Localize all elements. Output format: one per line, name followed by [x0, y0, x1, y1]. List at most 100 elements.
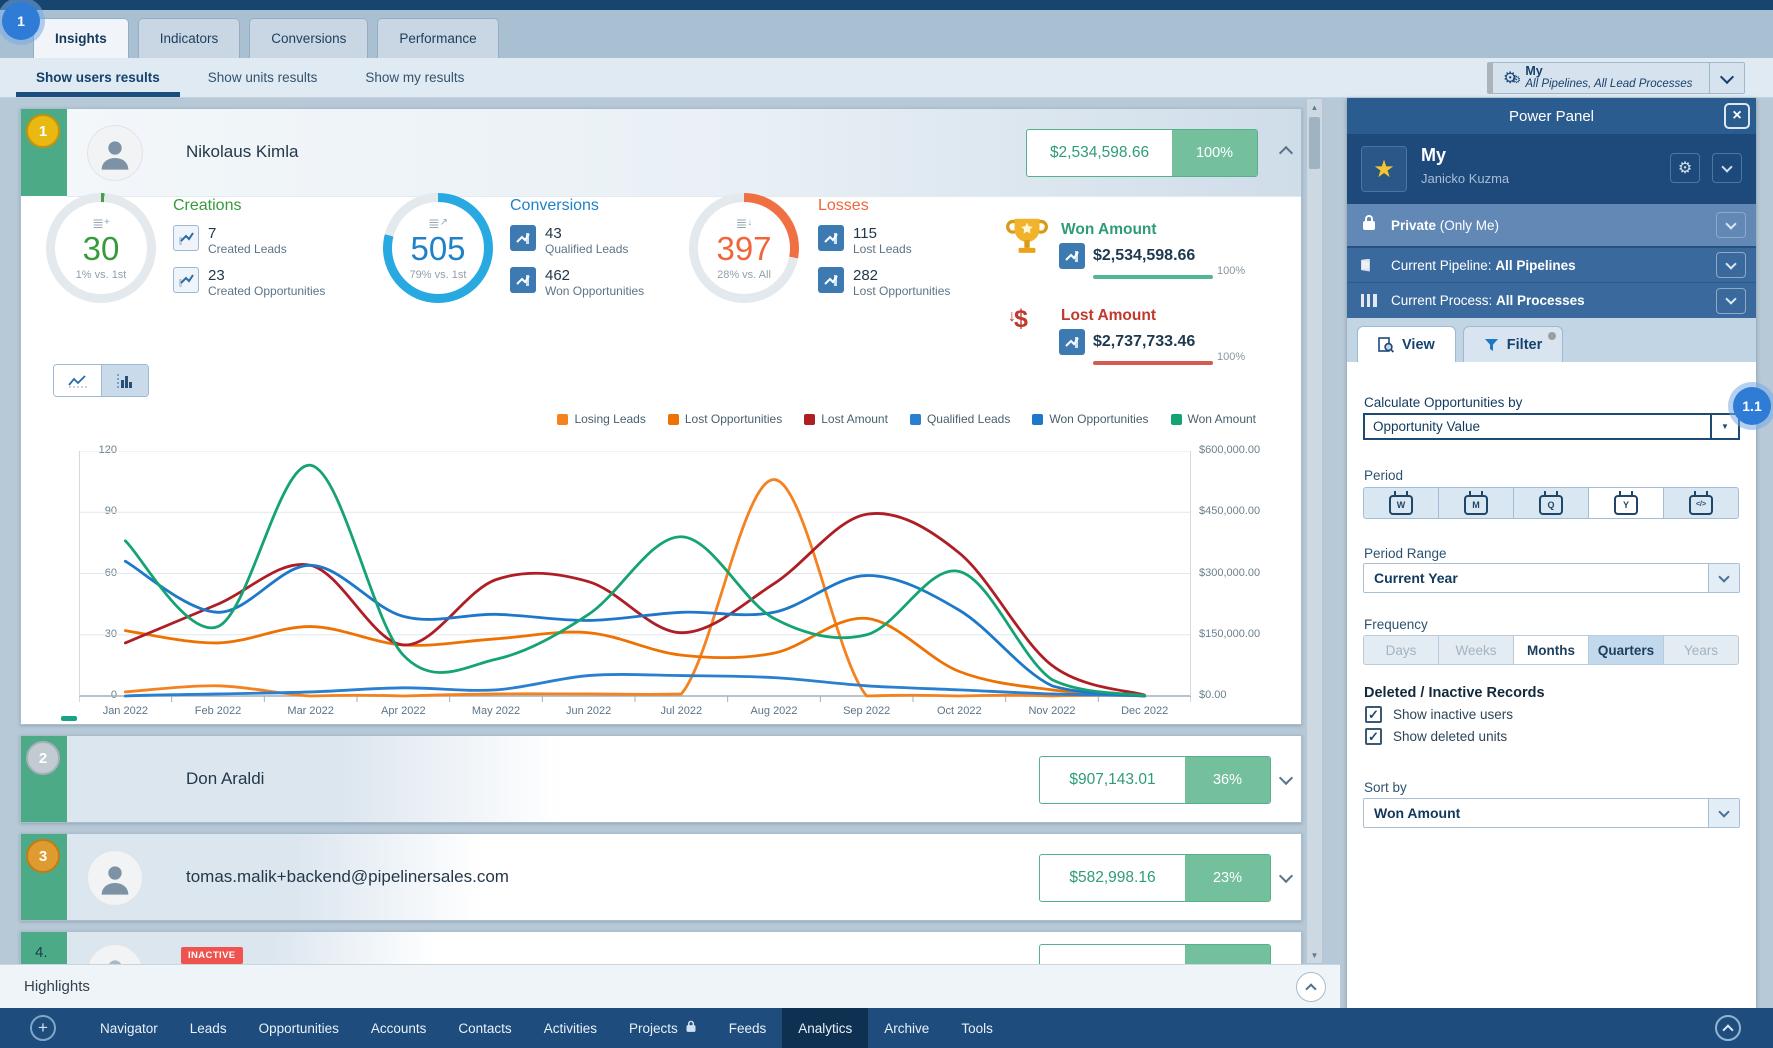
checkbox-show-inactive-users[interactable]: ✓ Show inactive users — [1365, 706, 1513, 723]
checkbox-label: Show deleted units — [1393, 729, 1508, 744]
collapse-card-button[interactable] — [1277, 142, 1295, 161]
tab-view[interactable]: View — [1357, 326, 1456, 362]
user-result-card-2[interactable]: 2 Don Araldi $907,143.01 36% — [20, 735, 1302, 823]
chevron-down-icon[interactable] — [1716, 287, 1746, 314]
user-result-card-1: 1 Nikolaus Kimla $2,534,598.66 100% ≣+ 3… — [20, 108, 1302, 725]
frequency-option-years[interactable]: Years — [1663, 635, 1739, 665]
collapse-highlights-button[interactable] — [1296, 972, 1326, 1002]
frequency-option-months[interactable]: Months — [1513, 635, 1589, 665]
period-button-W[interactable]: W — [1363, 487, 1439, 519]
won-amount-summary[interactable]: $582,998.16 23% — [1039, 854, 1271, 902]
privacy-row[interactable]: Private (Only Me) — [1347, 204, 1756, 248]
nav-item-navigator[interactable]: Navigator — [100, 1020, 158, 1036]
chevron-down-icon[interactable] — [1709, 63, 1744, 93]
bottom-navigation-bar: + Navigator Leads Opportunities Accounts Con… — [0, 1008, 1773, 1048]
sort-by-label: Sort by — [1364, 780, 1407, 795]
checkbox-box[interactable]: ✓ — [1365, 728, 1382, 745]
legend-item-lost-amount[interactable]: Lost Amount — [804, 412, 888, 426]
selected-value: Won Amount — [1374, 805, 1461, 821]
chevron-down-icon[interactable] — [1712, 153, 1742, 183]
gear-icon[interactable]: ⚙ — [1670, 153, 1700, 183]
nav-item-leads[interactable]: Leads — [189, 1020, 227, 1036]
creations-compare: 1% vs. 1st — [75, 268, 127, 281]
tab-insights[interactable]: Insights — [33, 18, 129, 58]
legend-item-qualified-leads[interactable]: Qualified Leads — [909, 412, 1010, 426]
checkbox-box[interactable]: ✓ — [1365, 706, 1382, 723]
legend-item-won-amount[interactable]: Won Amount — [1170, 412, 1256, 426]
nav-item-analytics[interactable]: Analytics — [782, 1008, 869, 1048]
current-process-row[interactable]: Current Process: All Processes — [1347, 283, 1756, 318]
legend-label: Lost Opportunities — [684, 412, 783, 426]
legend-item-losing-leads[interactable]: Losing Leads — [557, 412, 646, 426]
expand-card-button[interactable] — [1277, 770, 1295, 789]
nav-item-opportunities[interactable]: Opportunities — [258, 1020, 339, 1036]
star-icon[interactable]: ★ — [1361, 146, 1407, 192]
line-chart-icon — [818, 267, 844, 293]
period-range-select[interactable]: Current Year — [1363, 563, 1740, 593]
vertical-scrollbar[interactable]: ▲ ▼ — [1306, 98, 1323, 964]
legend-item-won-opportunities[interactable]: Won Opportunities — [1032, 412, 1149, 426]
nav-item-archive[interactable]: Archive — [884, 1020, 930, 1036]
frequency-option-days[interactable]: Days — [1363, 635, 1439, 665]
nav-item-contacts[interactable]: Contacts — [458, 1020, 512, 1036]
y-left-tick: 0 — [110, 689, 117, 701]
period-button-Q[interactable]: Q — [1513, 487, 1589, 519]
line-chart-toggle-button[interactable] — [54, 365, 101, 396]
close-icon[interactable]: × — [1724, 103, 1750, 129]
inactive-status-badge: INACTIVE — [181, 947, 243, 964]
chevron-down-icon[interactable] — [1716, 252, 1746, 278]
scroll-down-arrow[interactable]: ▼ — [1310, 950, 1319, 960]
scrollbar-thumb[interactable] — [1309, 117, 1320, 169]
bar-chart-toggle-button[interactable] — [101, 365, 148, 396]
nav-item-activities[interactable]: Activities — [543, 1020, 597, 1036]
period-button-customcustomcustom[interactable]: </> — [1663, 487, 1739, 519]
pipeline-scope-selector[interactable]: ⚙ ⚙ My All Pipelines, All Lead Processes — [1487, 62, 1745, 94]
y-left-tick: 120 — [98, 444, 117, 456]
line-chart-icon — [510, 267, 536, 293]
y-left-tick: 90 — [104, 505, 117, 518]
panel-view-content: Calculate Opportunities by Opportunity V… — [1347, 362, 1756, 1008]
scroll-top-button[interactable] — [1715, 1015, 1741, 1041]
scroll-up-arrow[interactable]: ▲ — [1310, 102, 1319, 112]
chevron-down-icon[interactable] — [1716, 212, 1746, 238]
nav-item-projects[interactable]: Projects — [613, 1008, 713, 1048]
scope-title: My — [1525, 65, 1543, 78]
add-new-button[interactable]: + — [30, 1015, 56, 1041]
legend-item-lost-opportunities[interactable]: Lost Opportunities — [667, 412, 783, 426]
user-name: tomas.malik+backend@pipelinersales.com — [186, 867, 509, 886]
lock-icon — [1347, 214, 1391, 230]
calc-opportunities-select[interactable]: Opportunity Value ▼ — [1363, 413, 1740, 440]
subtab-show-my-results[interactable]: Show my results — [365, 70, 465, 85]
calendar-icon: W — [1389, 490, 1413, 515]
won-amount-summary[interactable]: $2,534,598.66 100% — [1026, 129, 1258, 177]
losses-total: 397 — [716, 229, 772, 267]
frequency-button-group: Days Weeks Months Quarters Years — [1363, 635, 1739, 665]
checkbox-show-deleted-units[interactable]: ✓ Show deleted units — [1365, 728, 1507, 745]
nav-item-feeds[interactable]: Feeds — [728, 1020, 767, 1036]
tab-conversions[interactable]: Conversions — [249, 18, 369, 58]
subtab-show-users-results[interactable]: Show users results — [16, 58, 180, 97]
nav-item-tools[interactable]: Tools — [961, 1020, 993, 1036]
frequency-option-weeks[interactable]: Weeks — [1438, 635, 1514, 665]
avatar — [87, 850, 143, 906]
frequency-option-quarters[interactable]: Quarters — [1588, 635, 1664, 665]
won-amount-summary[interactable]: $907,143.01 36% — [1039, 756, 1271, 804]
horizontal-scrollbar-thumb[interactable] — [61, 716, 77, 721]
sort-by-select[interactable]: Won Amount — [1363, 798, 1740, 828]
rank-3-medal-icon: 3 — [26, 839, 60, 873]
lost-dollar-icon: ↓$ — [1008, 305, 1028, 333]
tab-filter[interactable]: Filter — [1462, 326, 1564, 362]
tab-indicators[interactable]: Indicators — [137, 18, 241, 58]
tab-performance[interactable]: Performance — [377, 18, 499, 58]
expand-card-button[interactable] — [1277, 868, 1295, 887]
period-button-Y[interactable]: Y — [1588, 487, 1664, 519]
creations-ring-chart: ≣+ 30 1% vs. 1st — [46, 193, 156, 303]
y-axis-left-ticks: 0 30 60 90 120 — [29, 444, 117, 701]
chart-line-qualified-leads — [123, 673, 1147, 698]
subtab-show-units-results[interactable]: Show units results — [207, 70, 318, 85]
current-pipeline-row[interactable]: Current Pipeline: All Pipelines — [1347, 248, 1756, 283]
period-button-M[interactable]: M — [1438, 487, 1514, 519]
calendar-icon: Q — [1539, 490, 1563, 515]
user-result-card-3[interactable]: 3 tomas.malik+backend@pipelinersales.com… — [20, 833, 1302, 921]
nav-item-accounts[interactable]: Accounts — [370, 1020, 427, 1036]
